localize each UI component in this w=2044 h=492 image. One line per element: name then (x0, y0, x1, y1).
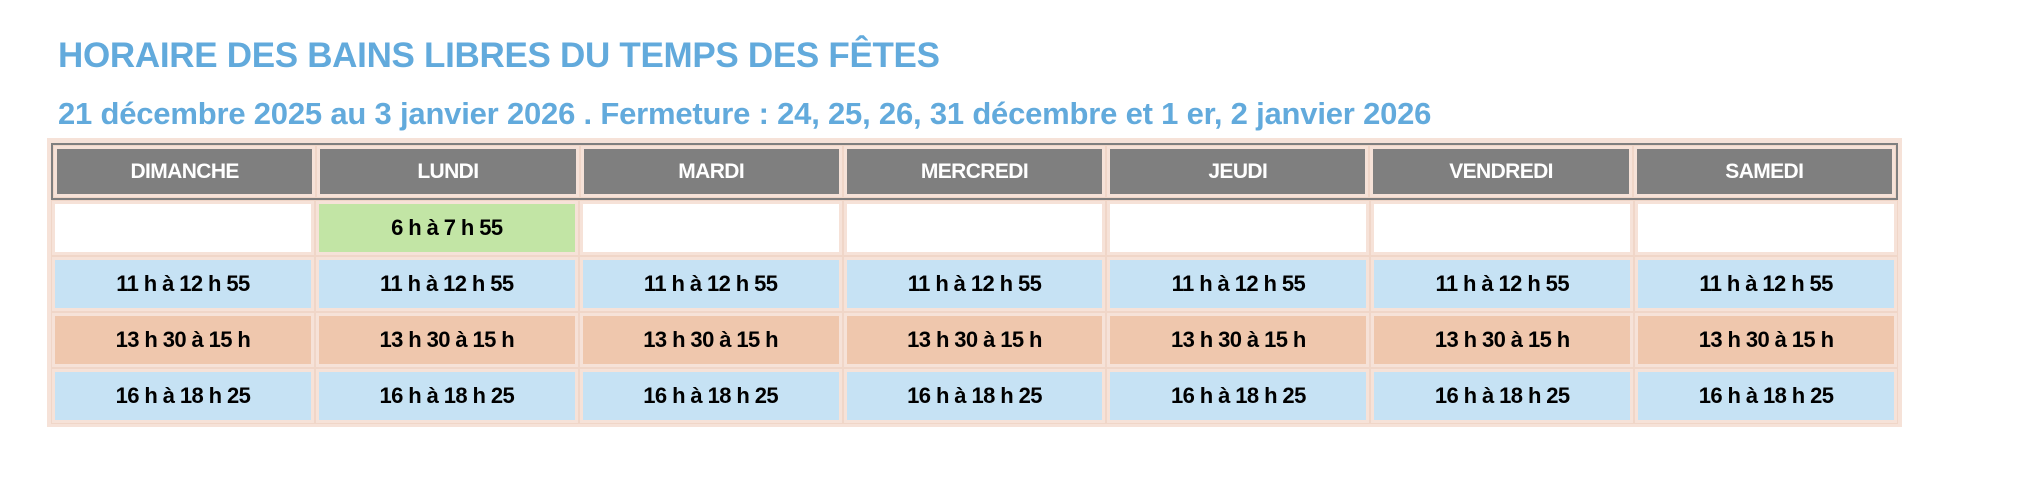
time-slot-cell: 16 h à 18 h 25 (314, 368, 579, 424)
time-slot-cell: 13 h 30 à 15 h (1370, 312, 1635, 368)
time-slot-cell: 11 h à 12 h 55 (578, 256, 843, 312)
time-slot-cell: 13 h 30 à 15 h (578, 312, 843, 368)
time-slot-cell: 11 h à 12 h 55 (314, 256, 579, 312)
time-slot-cell (51, 200, 315, 256)
time-slot-cell: 13 h 30 à 15 h (51, 312, 315, 368)
day-header-mardi: MARDI (579, 145, 843, 198)
time-slot-cell (1634, 200, 1899, 256)
time-slot-cell (1106, 200, 1371, 256)
table-row: 11 h à 12 h 55 11 h à 12 h 55 11 h à 12 h … (51, 256, 1899, 312)
table-row: 13 h 30 à 15 h 13 h 30 à 15 h 13 h 30 à 15… (51, 312, 1899, 368)
time-slot-cell: 11 h à 12 h 55 (1370, 256, 1635, 312)
day-header-jeudi: JEUDI (1106, 145, 1370, 198)
day-header-mercredi: MERCREDI (842, 145, 1107, 198)
time-slot-cell (842, 200, 1107, 256)
time-slot-cell: 16 h à 18 h 25 (1634, 368, 1899, 424)
page-title: HORAIRE DES BAINS LIBRES DU TEMPS DES FÊ… (58, 36, 940, 75)
day-header-samedi: SAMEDI (1632, 145, 1896, 198)
day-header-lundi: LUNDI (316, 145, 580, 198)
time-slot-cell: 11 h à 12 h 55 (1634, 256, 1899, 312)
time-slot-cell: 6 h à 7 h 55 (314, 200, 579, 256)
time-slot-cell: 11 h à 12 h 55 (842, 256, 1107, 312)
time-slot-cell: 16 h à 18 h 25 (1370, 368, 1635, 424)
page-subtitle: 21 décembre 2025 au 3 janvier 2026 . Fer… (58, 96, 1432, 131)
table-row: 16 h à 18 h 25 16 h à 18 h 25 16 h à 18 h … (51, 368, 1899, 424)
day-header-vendredi: VENDREDI (1369, 145, 1633, 198)
time-slot-cell (1370, 200, 1635, 256)
schedule-table: DIMANCHE LUNDI MARDI MERCREDI JEUDI VENDREDI S… (47, 138, 1902, 427)
time-slot-cell: 16 h à 18 h 25 (51, 368, 315, 424)
time-slot-cell: 16 h à 18 h 25 (1106, 368, 1371, 424)
time-slot-cell: 13 h 30 à 15 h (1106, 312, 1371, 368)
header-row: DIMANCHE LUNDI MARDI MERCREDI JEUDI VENDREDI S… (51, 143, 1898, 200)
time-slot-cell: 11 h à 12 h 55 (1106, 256, 1371, 312)
table-row: 6 h à 7 h 55 (51, 200, 1899, 256)
time-slot-cell: 11 h à 12 h 55 (51, 256, 315, 312)
time-slot-cell: 16 h à 18 h 25 (842, 368, 1107, 424)
day-header-dimanche: DIMANCHE (53, 145, 317, 198)
time-slot-cell (578, 200, 843, 256)
time-slot-cell: 13 h 30 à 15 h (842, 312, 1107, 368)
time-slot-cell: 13 h 30 à 15 h (1634, 312, 1899, 368)
time-slot-cell: 16 h à 18 h 25 (578, 368, 843, 424)
time-slot-cell: 13 h 30 à 15 h (314, 312, 579, 368)
